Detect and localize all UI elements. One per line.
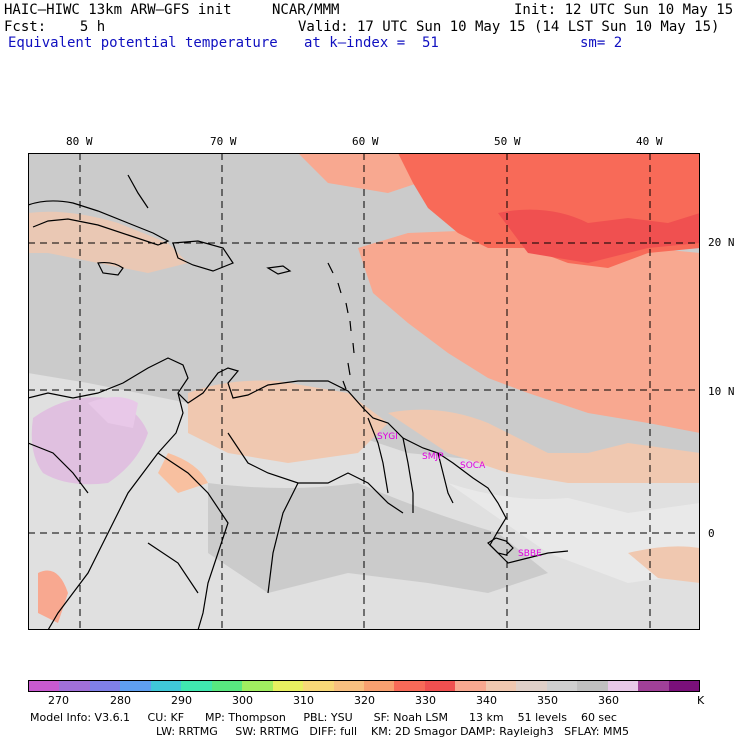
colorbar — [28, 680, 700, 692]
colorbar-swatch — [485, 681, 517, 691]
model-title: HAIC–HIWC 13km ARW–GFS init — [4, 2, 232, 18]
colorbar-swatch — [89, 681, 121, 691]
lat-label-20n: 20 N — [708, 236, 735, 249]
colorbar-swatch — [607, 681, 639, 691]
theta-e-map[interactable] — [28, 153, 700, 630]
colorbar-unit: K — [697, 694, 705, 707]
forecast-hour: Fcst: 5 h — [4, 19, 106, 35]
smoothing-label: sm= 2 — [580, 35, 623, 51]
lon-label-70w: 70 W — [210, 135, 237, 148]
colorbar-tick: 330 — [415, 694, 436, 707]
colorbar-tick: 300 — [232, 694, 253, 707]
colorbar-tick: 360 — [598, 694, 619, 707]
station-label: SOCA — [460, 461, 486, 471]
colorbar-swatch — [150, 681, 182, 691]
lon-label-40w: 40 W — [636, 135, 663, 148]
colorbar-swatch — [242, 681, 273, 691]
model-info-line1: Model Info: V3.6.1 CU: KF MP: Thompson P… — [30, 711, 617, 724]
colorbar-tick: 270 — [48, 694, 69, 707]
colorbar-tick: 280 — [110, 694, 131, 707]
colorbar-tick: 340 — [476, 694, 497, 707]
colorbar-tick: 320 — [354, 694, 375, 707]
coastlines — [28, 174, 569, 630]
lat-label-0: 0 — [708, 527, 715, 540]
colorbar-swatch — [211, 681, 243, 691]
tan-region — [188, 380, 388, 463]
lat-label-10n: 10 N — [708, 385, 735, 398]
colorbar-swatch — [272, 681, 304, 691]
colorbar-swatch — [577, 681, 608, 691]
colorbar-swatch — [546, 681, 578, 691]
station-label: SBBE — [518, 549, 542, 559]
colorbar-swatch — [29, 681, 60, 691]
colorbar-swatch — [363, 681, 395, 691]
colorbar-swatch — [424, 681, 456, 691]
colorbar-tick: 290 — [171, 694, 192, 707]
colorbar-swatch — [181, 681, 212, 691]
org-label: NCAR/MMM — [272, 2, 340, 18]
colorbar-swatch — [303, 681, 334, 691]
colorbar-swatch — [333, 681, 364, 691]
colorbar-swatch — [59, 681, 90, 691]
graticule — [28, 153, 700, 630]
salmon-region — [358, 231, 700, 433]
colorbar-swatch — [455, 681, 486, 691]
field-name: Equivalent potential temperature — [8, 35, 278, 51]
colorbar-swatch — [638, 681, 669, 691]
colorbar-swatch — [120, 681, 151, 691]
lon-label-60w: 60 W — [352, 135, 379, 148]
colorbar-swatch — [668, 681, 699, 691]
colorbar-tick: 310 — [293, 694, 314, 707]
station-label: SYGI — [377, 432, 398, 442]
lon-label-80w: 80 W — [66, 135, 93, 148]
level-label: at k–index = 51 — [304, 35, 439, 51]
colorbar-swatch — [394, 681, 425, 691]
model-info-line2: LW: RRTMG SW: RRTMG DIFF: full KM: 2D Sm… — [156, 725, 629, 738]
valid-time: Valid: 17 UTC Sun 10 May 15 (14 LST Sun … — [298, 19, 720, 35]
init-time: Init: 12 UTC Sun 10 May 15 — [514, 2, 734, 18]
colorbar-tick: 350 — [537, 694, 558, 707]
station-label: SMJP — [422, 452, 444, 462]
lon-label-50w: 50 W — [494, 135, 521, 148]
colorbar-swatch — [516, 681, 547, 691]
